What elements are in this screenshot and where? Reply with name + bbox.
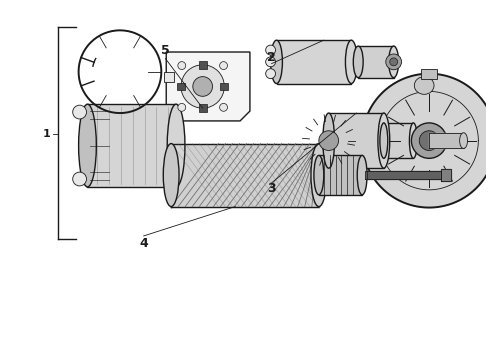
Bar <box>177 82 185 90</box>
Circle shape <box>193 77 213 96</box>
Polygon shape <box>429 133 464 148</box>
Polygon shape <box>362 74 490 208</box>
Ellipse shape <box>167 104 185 187</box>
Circle shape <box>73 105 86 119</box>
Circle shape <box>319 131 339 150</box>
Ellipse shape <box>345 40 357 84</box>
Circle shape <box>416 129 439 152</box>
Bar <box>220 82 228 90</box>
Circle shape <box>181 65 224 108</box>
Circle shape <box>266 57 275 67</box>
Text: 4: 4 <box>139 237 148 250</box>
Ellipse shape <box>415 77 434 94</box>
Circle shape <box>412 123 447 158</box>
Circle shape <box>178 103 186 111</box>
Polygon shape <box>441 169 451 181</box>
Bar <box>88 104 176 187</box>
Ellipse shape <box>378 113 390 168</box>
Polygon shape <box>171 144 319 207</box>
Circle shape <box>419 131 439 150</box>
Polygon shape <box>365 171 441 179</box>
Bar <box>384 123 414 158</box>
Circle shape <box>220 103 227 111</box>
Circle shape <box>390 58 397 66</box>
Text: 3: 3 <box>267 183 276 195</box>
Circle shape <box>386 54 401 70</box>
Bar <box>421 69 437 78</box>
Circle shape <box>178 62 186 69</box>
Circle shape <box>220 62 227 69</box>
Circle shape <box>266 45 275 55</box>
Circle shape <box>421 135 433 147</box>
Ellipse shape <box>353 46 363 78</box>
Text: 2: 2 <box>267 51 276 64</box>
Ellipse shape <box>270 40 282 84</box>
Bar <box>276 40 351 84</box>
Text: 5: 5 <box>161 44 170 57</box>
Circle shape <box>73 172 86 186</box>
Ellipse shape <box>323 113 335 168</box>
Bar <box>329 113 384 168</box>
Ellipse shape <box>163 144 179 207</box>
Text: 1: 1 <box>42 129 50 139</box>
Ellipse shape <box>389 46 398 78</box>
Ellipse shape <box>311 144 327 207</box>
Ellipse shape <box>460 133 467 148</box>
Ellipse shape <box>314 156 324 195</box>
Bar <box>199 61 207 69</box>
Ellipse shape <box>357 156 367 195</box>
Bar <box>358 46 393 78</box>
Polygon shape <box>166 52 250 121</box>
Ellipse shape <box>380 123 388 158</box>
Circle shape <box>266 69 275 78</box>
Ellipse shape <box>410 123 417 158</box>
Bar <box>164 72 174 82</box>
Bar <box>319 156 362 195</box>
Ellipse shape <box>78 104 97 187</box>
Bar <box>199 104 207 112</box>
